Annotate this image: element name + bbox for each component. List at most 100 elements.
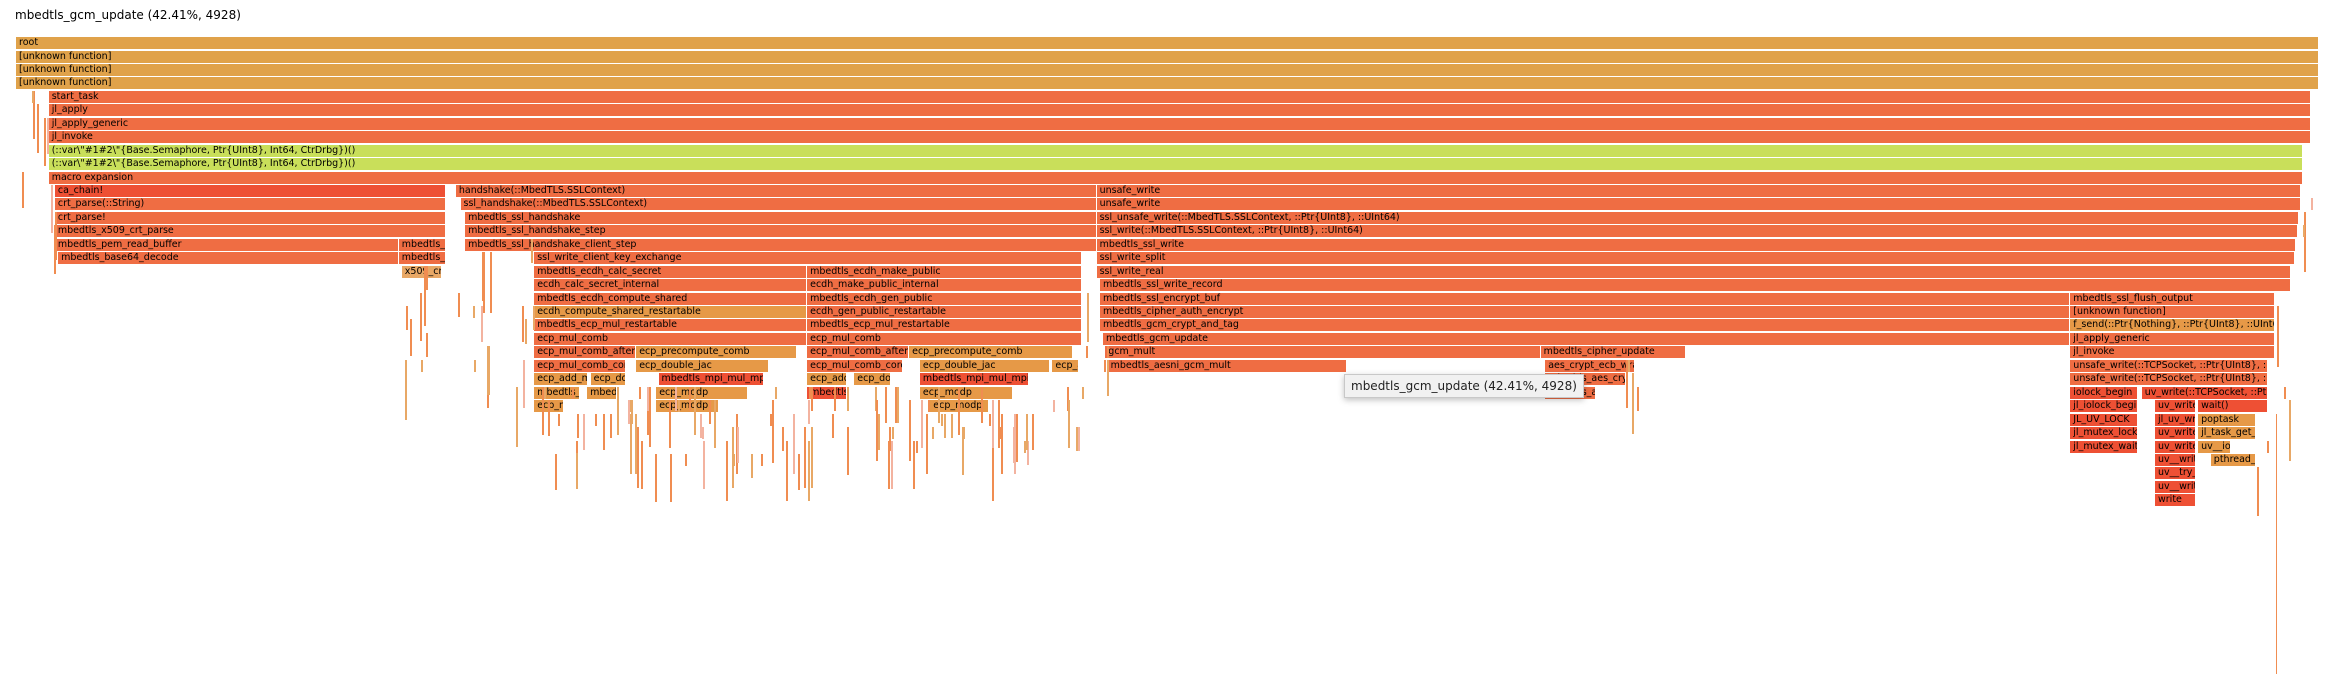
flame-frame[interactable]: ecp_add_mixed: [534, 373, 588, 386]
flame-frame[interactable]: mbedtls_aesni_gcm_mult: [1107, 359, 1348, 372]
flame-frame[interactable]: write: [2155, 494, 2196, 507]
flame-frame[interactable]: ssl_write_split: [1096, 252, 2295, 265]
flame-frame[interactable]: unsafe_write(::TCPSocket, ::Ptr{UInt8}, …: [2070, 373, 2269, 386]
flame-frame[interactable]: poptask: [2198, 413, 2256, 426]
flame-frame[interactable]: JL_UV_LOCK: [2070, 413, 2139, 426]
flame-frame[interactable]: (::var\"#1#2\"{Base.Semaphore, Ptr{UInt8…: [48, 158, 2303, 171]
flame-frame[interactable]: ssl_write_client_key_exchange: [534, 252, 1083, 265]
flame-frame[interactable]: mbedtls_gcm_update: [1103, 332, 2071, 345]
flame-frame[interactable]: jl_apply: [48, 104, 2311, 117]
flame-frame[interactable]: x509_crt_parse_der_core: [401, 265, 443, 278]
flame-frame[interactable]: mbedtls_mpi_mul_mpi: [658, 373, 765, 386]
flame-frame[interactable]: ecp_mul_comb_core: [807, 359, 903, 372]
flame-frame[interactable]: mbedtls_gcm_crypt_and_tag: [1100, 319, 2071, 332]
flame-frame[interactable]: uv__io_start: [2198, 440, 2232, 453]
flame-frame[interactable]: crt_parse(::String): [54, 198, 446, 211]
flame-frame[interactable]: handshake(::MbedTLS.SSLContext): [455, 184, 1097, 197]
flame-frame[interactable]: ssl_write_real: [1096, 265, 2292, 278]
flame-frame[interactable]: start_task: [48, 90, 2311, 103]
flame-frame[interactable]: ecp_mul_comb_after_precomp: [807, 346, 910, 359]
flame-frame[interactable]: ecp_modp: [656, 386, 749, 399]
flame-frame[interactable]: uv__try_write: [2155, 467, 2196, 480]
flame-frame[interactable]: jl_task_get_next: [2198, 427, 2256, 439]
flame-frame[interactable]: macro expansion: [48, 171, 2303, 184]
flame-frame[interactable]: ecp_modp: [656, 400, 720, 413]
flame-frame[interactable]: ecdh_gen_public_restartable: [807, 306, 1083, 318]
flame-frame[interactable]: mbedtls_ssl_encrypt_buf: [1100, 292, 2071, 305]
flame-frame[interactable]: aes_crypt_ecb_wrap: [1545, 359, 1635, 372]
flame-frame[interactable]: mbedtls_ecdh_calc_secret: [534, 265, 808, 278]
flame-frame[interactable]: f_send(::Ptr{Nothing}, ::Ptr{UInt8}, ::U…: [2070, 319, 2275, 332]
flame-frame[interactable]: jl_invoke: [2070, 346, 2275, 359]
flame-frame[interactable]: crt_parse!: [54, 211, 446, 224]
flame-frame[interactable]: mbedtls_ecdh_compute_shared: [534, 292, 808, 305]
flame-frame[interactable]: (::var\"#1#2\"{Base.Semaphore, Ptr{UInt8…: [48, 144, 2303, 157]
flame-frame[interactable]: uv_write2: [2155, 440, 2196, 453]
flame-frame[interactable]: ecp_precompute_comb: [636, 346, 797, 359]
flame-frame[interactable]: ecp_mul_comb_core: [534, 359, 627, 372]
flame-frame[interactable]: ecp_precompute_comb: [909, 346, 1074, 359]
flame-frame[interactable]: [unknown function]: [16, 77, 2319, 90]
flame-frame[interactable]: ecp_add_mixed: [807, 373, 848, 386]
flame-frame[interactable]: [unknown function]: [2070, 306, 2275, 318]
flame-frame[interactable]: [unknown function]: [16, 63, 2319, 76]
flame-frame[interactable]: uv__write: [2155, 453, 2196, 466]
flame-frame[interactable]: mbedtls_ecp_mul_restartable: [807, 319, 1083, 332]
flame-frame[interactable]: ecp_double_jac: [919, 359, 1050, 372]
flame-frame[interactable]: mbedtls_ssl_handshake_step: [465, 225, 1097, 238]
flame-frame[interactable]: unsafe_write: [1096, 184, 2302, 197]
flame-frame[interactable]: mbedtls_mpi_mod_mpi: [587, 386, 617, 399]
flame-frame[interactable]: ssl_handshake(::MbedTLS.SSLContext): [460, 198, 1097, 211]
flame-frame[interactable]: uv__write_req_finish: [2155, 480, 2196, 493]
flame-frame[interactable]: uv_write: [2155, 427, 2196, 439]
flame-frame[interactable]: mbedtls_x509_crt_parse: [54, 225, 446, 238]
flame-frame[interactable]: mbedtls_ssl_write: [1096, 238, 2297, 251]
flame-frame[interactable]: mbedtls_ecdh_make_public: [807, 265, 1083, 278]
flame-frame[interactable]: ecdh_calc_secret_internal: [534, 279, 808, 292]
flame-frame[interactable]: mbedtls_base64_decode: [58, 252, 399, 265]
flame-frame[interactable]: mbedtls_mpi_mod_mpi: [807, 386, 848, 399]
flame-frame[interactable]: [unknown function]: [16, 50, 2319, 63]
flame-frame[interactable]: jl_invoke: [48, 131, 2311, 144]
flame-frame[interactable]: ecdh_make_public_internal: [807, 279, 1083, 292]
flame-frame[interactable]: pthread_cond_wait: [2210, 453, 2256, 466]
flame-frame[interactable]: mbedtls_ecp_mul_restartable: [534, 319, 808, 332]
flame-frame[interactable]: mbedtls_pem_read_buffer: [54, 238, 399, 251]
flame-frame[interactable]: mbedtls_pk_parse: [398, 238, 446, 251]
flame-frame[interactable]: mbedtls_ssl_handshake: [465, 211, 1097, 224]
flame-frame[interactable]: uv_write_async: [2155, 400, 2196, 413]
flame-frame[interactable]: ecp_mul_comb: [807, 332, 1083, 345]
flame-frame[interactable]: jl_uv_write: [2155, 413, 2196, 426]
flame-frame[interactable]: ecp_mul_comb: [534, 332, 808, 345]
flame-frame[interactable]: ca_chain!: [54, 184, 446, 197]
flame-frame[interactable]: mbedtls_ssl_handshake_client_step: [465, 238, 1097, 251]
flame-frame[interactable]: root: [16, 37, 2319, 49]
flame-frame[interactable]: jl_mutex_wait: [2070, 440, 2139, 453]
flame-frame[interactable]: ecp_add_mixed: [1052, 359, 1079, 372]
flame-frame[interactable]: ecp_double_jac: [636, 359, 770, 372]
flame-frame[interactable]: ssl_write(::MbedTLS.SSLContext, ::Ptr{UI…: [1096, 225, 2298, 238]
flame-frame[interactable]: ecp_modp: [919, 386, 1014, 399]
flame-frame[interactable]: unsafe_write(::TCPSocket, ::Ptr{UInt8}, …: [2070, 359, 2269, 372]
flame-frame[interactable]: mbedtls_cipher_auth_encrypt: [1100, 306, 2071, 318]
flame-frame[interactable]: unsafe_write: [1096, 198, 2302, 211]
flame-frame[interactable]: ecp_double_jac: [854, 373, 892, 386]
flame-frame[interactable]: ssl_unsafe_write(::MbedTLS.SSLContext, :…: [1096, 211, 2300, 224]
flame-frame[interactable]: jl_iolock_begin: [2070, 400, 2139, 413]
flame-frame[interactable]: mbedtls_mpi_mul_mpi: [919, 373, 1030, 386]
flame-frame[interactable]: mbedtls_ssl_flush_output: [2070, 292, 2275, 305]
flame-frame[interactable]: ecp_double_jac: [590, 373, 627, 386]
flame-frame[interactable]: gcm_mult: [1105, 346, 1541, 359]
flame-frame[interactable]: jl_mutex_lock: [2070, 427, 2139, 439]
flame-frame[interactable]: ecp_mul_comb_after_precomp: [534, 346, 637, 359]
flame-frame[interactable]: mbedtls_ecdh_gen_public: [807, 292, 1083, 305]
flame-frame[interactable]: wait(): [2198, 400, 2269, 413]
flame-frame[interactable]: uv_write(::TCPSocket, ::Ptr{UInt8}, ::UI…: [2141, 386, 2269, 399]
flame-frame[interactable]: jl_apply_generic: [2070, 332, 2275, 345]
flame-frame[interactable]: mbedtls_x509_crt_parse_der: [398, 252, 446, 265]
flame-frame[interactable]: mbedtls_ssl_write_record: [1100, 279, 2292, 292]
flame-frame[interactable]: mbedtls_cipher_update: [1540, 346, 1686, 359]
flame-frame[interactable]: iolock_begin: [2070, 386, 2139, 399]
flame-frame[interactable]: jl_apply_generic: [48, 117, 2311, 130]
flame-frame[interactable]: ecdh_compute_shared_restartable: [534, 306, 808, 318]
